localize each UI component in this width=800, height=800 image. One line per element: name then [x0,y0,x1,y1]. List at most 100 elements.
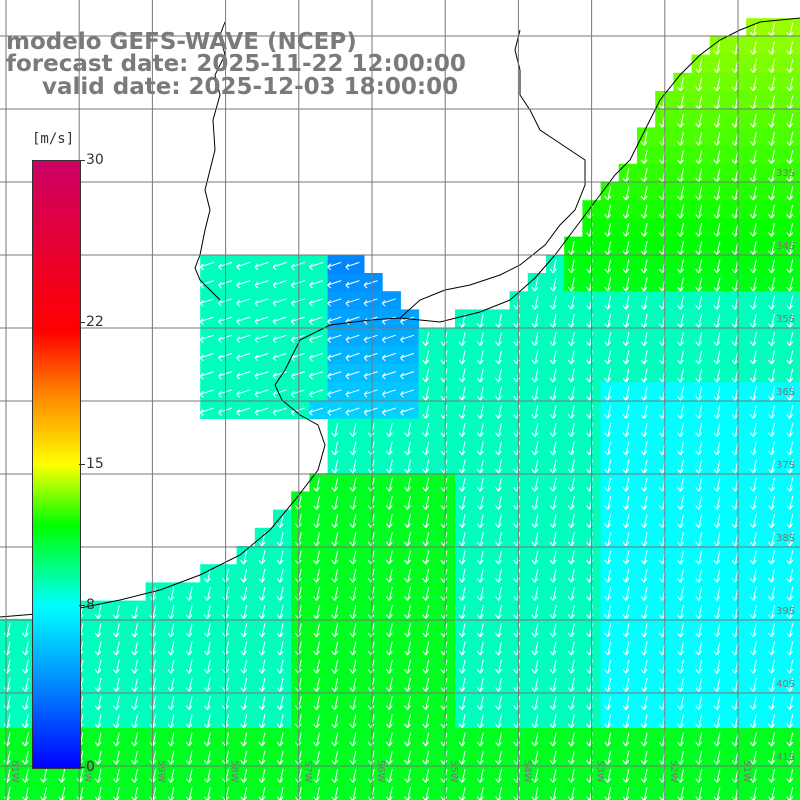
wind-arrow [749,605,757,619]
wind-arrow [313,659,320,674]
wind-arrow [381,371,396,380]
wind-arrow [786,222,794,237]
wind-arrow [604,295,612,310]
wind-arrow [495,568,502,583]
wind-arrow [604,459,612,474]
wind-arrow [240,768,248,783]
latitude-label: 39S [776,606,795,617]
wind-arrow [677,477,684,492]
wind-arrow [276,732,284,747]
wind-arrow [345,371,360,380]
wind-arrow [567,295,575,310]
wind-arrow [713,495,721,510]
wind-arrow [331,586,339,601]
wind-arrow [749,568,757,583]
wind-arrow [309,389,324,398]
wind-arrow [713,423,721,437]
wind-arrow [604,623,612,638]
latitude-label: 38S [776,533,795,544]
wind-arrow [604,750,612,765]
wind-arrow [276,696,284,710]
wind-arrow [349,623,357,638]
wind-arrow [622,277,630,292]
wind-arrow [567,368,575,383]
wind-arrow [622,787,630,800]
wind-arrow [40,768,47,783]
wind-arrow [240,677,248,692]
wind-arrow [240,659,248,674]
wind-arrow [695,441,703,456]
wind-arrow [21,641,29,656]
longitude-label: 52W [668,760,679,783]
wind-arrow [749,714,757,729]
wind-arrow [749,186,757,201]
wind-arrow [640,186,648,201]
wind-arrow [131,714,138,729]
wind-arrow [640,204,648,219]
wind-arrow [622,732,630,747]
wind-arrow [385,659,393,674]
wind-arrow [313,768,320,783]
wind-arrow [640,459,648,474]
wind-arrow [713,222,721,237]
wind-arrow [567,787,575,800]
wind-arrow [749,787,757,800]
wind-arrow [786,368,794,383]
wind-arrow [495,532,502,547]
wind-arrow [276,787,284,800]
wind-arrow [640,514,648,528]
wind-arrow [786,787,794,800]
wind-arrow [604,350,612,365]
wind-arrow [604,332,612,346]
wind-arrow [749,204,757,219]
wind-arrow [713,95,721,110]
wind-arrow [272,316,287,325]
wind-arrow [622,423,630,437]
wind-arrow [40,787,47,800]
wind-arrow [768,677,775,692]
wind-arrow [422,404,430,419]
latitude-label: 36S [776,387,795,398]
wind-arrow [385,641,393,656]
wind-arrow [349,441,357,456]
wind-arrow [385,714,393,729]
wind-arrow [345,298,360,307]
wind-arrow [381,298,396,307]
wind-arrow [203,641,211,656]
wind-arrow [749,77,757,92]
wind-arrow [677,131,684,146]
wind-arrow [327,389,342,398]
wind-arrow [531,386,539,401]
wind-arrow [385,677,393,692]
wind-arrow [786,131,794,146]
wind-arrow [531,368,539,383]
wind-arrow [604,532,612,547]
wind-arrow [422,514,430,528]
wind-arrow [21,659,29,674]
wind-arrow [385,568,393,583]
wind-arrow [185,750,193,765]
wind-arrow [381,389,396,398]
wind-arrow [622,295,630,310]
wind-arrow [677,677,684,692]
wind-arrow [254,407,269,416]
wind-arrow [768,40,775,55]
wind-arrow [422,641,430,656]
wind-arrow [677,532,684,547]
wind-arrow [640,732,648,747]
wind-arrow [131,696,138,710]
wind-arrow [349,514,357,528]
wind-arrow [458,368,466,383]
wind-arrow [786,204,794,219]
wind-arrow [531,477,539,492]
wind-arrow [203,677,211,692]
wind-arrow [786,95,794,110]
wind-arrow [290,334,305,344]
wind-arrow [404,659,411,674]
wind-arrow [713,113,721,128]
wind-arrow [786,477,794,492]
wind-arrow [276,586,284,601]
wind-arrow [786,750,794,765]
wind-arrow [495,386,502,401]
